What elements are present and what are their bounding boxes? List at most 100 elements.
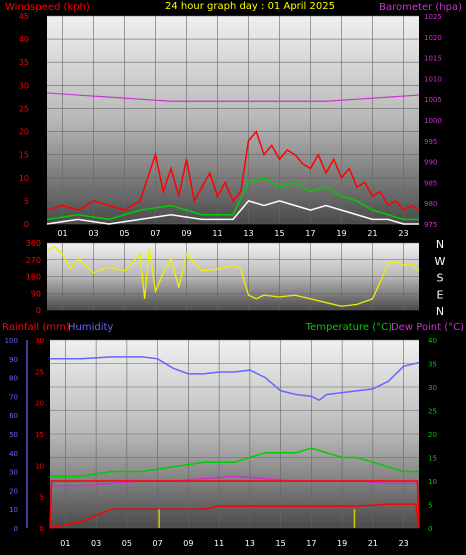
y-tick-label: 5 xyxy=(24,197,29,206)
series-line xyxy=(46,130,420,212)
y-tick-label: 1020 xyxy=(424,34,442,42)
y-tick-label: 70 xyxy=(9,393,18,401)
y-tick-label: 45 xyxy=(19,12,29,21)
y-tick-label: 180 xyxy=(26,273,41,282)
compass-label: W xyxy=(435,255,446,268)
x-tick-label: 19 xyxy=(337,539,347,548)
x-tick-label: 07 xyxy=(150,229,160,238)
graph-title: 24 hour graph day : 01 April 2025 xyxy=(165,1,335,12)
compass-label: S xyxy=(437,272,444,285)
y-tick-label: 20 xyxy=(428,431,437,439)
wind-plot-area xyxy=(47,16,419,224)
dewpoint-axis-label: Dew Point (°C) xyxy=(391,322,464,333)
humidity-axis-label: Humidity xyxy=(68,322,113,333)
y-tick-label: 25 xyxy=(35,368,44,376)
x-tick-label: 01 xyxy=(60,539,70,548)
x-tick-label: 01 xyxy=(57,229,67,238)
barometer-axis-label: Barometer (hpa) xyxy=(379,2,462,13)
y-tick-label: 40 xyxy=(19,35,29,44)
y-tick-label: 15 xyxy=(35,431,44,439)
x-tick-label: 05 xyxy=(119,229,129,238)
y-tick-label: 50 xyxy=(9,431,18,439)
x-tick-label: 17 xyxy=(305,229,315,238)
compass-label: E xyxy=(437,288,444,301)
x-tick-label: 03 xyxy=(91,539,101,548)
y-tick-label: 0 xyxy=(14,525,18,533)
y-tick-label: 30 xyxy=(9,469,18,477)
x-tick-label: 21 xyxy=(368,539,378,548)
y-tick-label: 5 xyxy=(40,494,44,502)
compass-label: N xyxy=(436,305,444,318)
y-tick-label: 0 xyxy=(428,525,432,533)
y-tick-label: 975 xyxy=(424,221,437,229)
series-line xyxy=(50,356,420,402)
y-tick-label: 1005 xyxy=(424,96,442,104)
y-tick-label: 80 xyxy=(9,375,18,383)
x-tick-label: 03 xyxy=(88,229,98,238)
y-tick-label: 10 xyxy=(428,478,437,486)
series-line xyxy=(46,200,419,225)
x-tick-label: 07 xyxy=(153,539,163,548)
y-tick-label: 10 xyxy=(19,174,29,183)
y-tick-label: 1015 xyxy=(424,55,442,63)
y-tick-label: 990 xyxy=(424,159,437,167)
y-tick-label: 40 xyxy=(428,337,437,345)
series-line xyxy=(46,245,420,307)
x-tick-label: 21 xyxy=(367,229,377,238)
series-line xyxy=(50,447,419,478)
series-line xyxy=(46,176,419,221)
y-tick-label: 5 xyxy=(428,502,432,510)
y-tick-label: 0 xyxy=(40,525,44,533)
y-tick-label: 995 xyxy=(424,138,437,146)
y-tick-label: 1025 xyxy=(424,13,442,21)
y-tick-label: 15 xyxy=(19,151,29,160)
y-tick-label: 30 xyxy=(428,384,437,392)
x-tick-label: 05 xyxy=(122,539,132,548)
x-tick-label: 17 xyxy=(306,539,316,548)
y-tick-label: 30 xyxy=(19,81,29,90)
y-tick-label: 35 xyxy=(428,361,437,369)
x-tick-label: 23 xyxy=(398,229,408,238)
y-tick-label: 90 xyxy=(9,356,18,364)
windspeed-axis-label: Windspeed (kph) xyxy=(5,2,90,13)
series-line xyxy=(46,92,420,102)
y-tick-label: 25 xyxy=(428,408,437,416)
compass-label: N xyxy=(436,238,444,251)
y-tick-label: 40 xyxy=(9,450,18,458)
x-tick-label: 13 xyxy=(245,539,255,548)
y-tick-label: 0 xyxy=(36,306,41,315)
y-tick-label: 20 xyxy=(9,487,18,495)
x-tick-label: 13 xyxy=(243,229,253,238)
rainfall-axis-label: Rainfall (mm) xyxy=(2,322,70,333)
x-tick-label: 09 xyxy=(181,229,191,238)
y-tick-label: 10 xyxy=(9,506,18,514)
y-tick-label: 100 xyxy=(5,337,18,345)
y-tick-label: 90 xyxy=(31,289,41,298)
y-tick-label: 20 xyxy=(35,400,44,408)
y-tick-label: 20 xyxy=(19,128,29,137)
y-tick-label: 25 xyxy=(19,104,29,113)
x-tick-label: 11 xyxy=(212,229,222,238)
x-tick-label: 15 xyxy=(274,229,284,238)
series-line xyxy=(49,503,420,529)
y-tick-label: 35 xyxy=(19,58,29,67)
y-tick-label: 60 xyxy=(9,412,18,420)
x-tick-label: 11 xyxy=(214,539,224,548)
temperature-axis-label: Temperature (°C) xyxy=(305,322,392,333)
x-tick-label: 09 xyxy=(183,539,193,548)
y-tick-label: 0 xyxy=(24,220,29,229)
series-line xyxy=(49,480,420,529)
x-tick-label: 15 xyxy=(276,539,286,548)
y-tick-label: 360 xyxy=(26,239,41,248)
y-tick-label: 1000 xyxy=(424,117,442,125)
y-tick-label: 15 xyxy=(428,455,437,463)
y-tick-label: 1010 xyxy=(424,75,442,83)
x-tick-label: 23 xyxy=(399,539,409,548)
x-tick-label: 19 xyxy=(336,229,346,238)
y-tick-label: 30 xyxy=(35,337,44,345)
y-tick-label: 10 xyxy=(35,462,44,470)
y-tick-label: 980 xyxy=(424,200,437,208)
y-tick-label: 985 xyxy=(424,179,437,187)
y-tick-label: 270 xyxy=(26,256,41,265)
